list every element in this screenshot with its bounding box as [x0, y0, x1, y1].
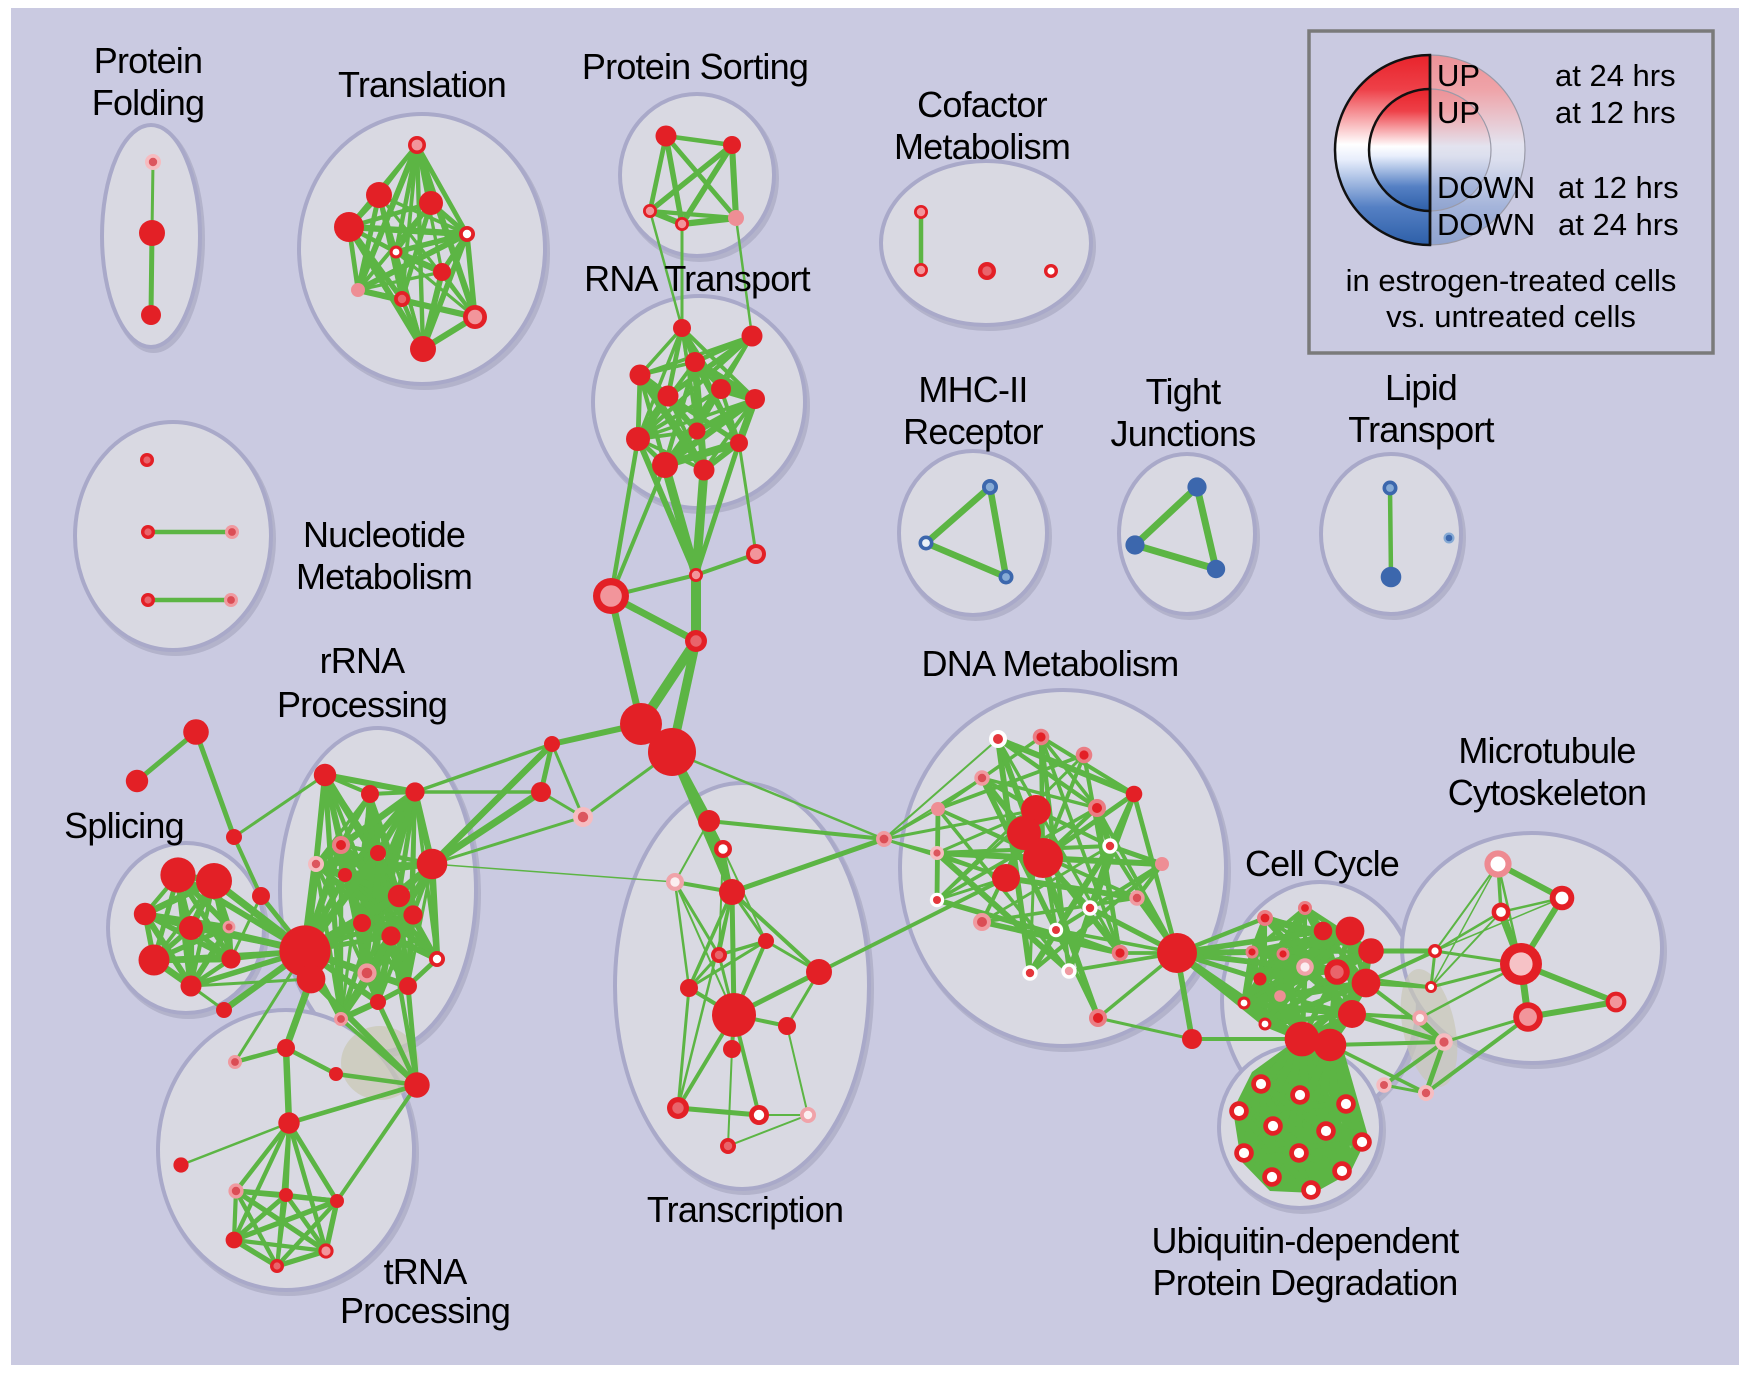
svg-text:MHC-II: MHC-II: [918, 369, 1027, 410]
svg-text:Tight: Tight: [1146, 371, 1221, 412]
svg-text:Processing: Processing: [340, 1290, 510, 1331]
svg-text:rRNA: rRNA: [320, 640, 406, 681]
svg-text:Nucleotide: Nucleotide: [303, 514, 465, 555]
svg-text:Metabolism: Metabolism: [894, 126, 1070, 167]
svg-text:at 12 hrs: at 12 hrs: [1555, 95, 1676, 130]
svg-text:Metabolism: Metabolism: [296, 556, 472, 597]
svg-text:DOWN: DOWN: [1437, 207, 1535, 242]
svg-text:Transport: Transport: [1348, 409, 1494, 450]
svg-text:Protein Sorting: Protein Sorting: [582, 46, 808, 87]
svg-text:Transcription: Transcription: [647, 1189, 843, 1230]
svg-text:in estrogen-treated cells: in estrogen-treated cells: [1346, 263, 1677, 298]
svg-text:at 24 hrs: at 24 hrs: [1558, 207, 1679, 242]
svg-text:Cytoskeleton: Cytoskeleton: [1448, 772, 1647, 813]
svg-text:Junctions: Junctions: [1111, 413, 1256, 454]
svg-text:Ubiquitin-dependent: Ubiquitin-dependent: [1151, 1220, 1459, 1261]
svg-text:DNA Metabolism: DNA Metabolism: [922, 643, 1179, 684]
svg-text:tRNA: tRNA: [384, 1251, 468, 1292]
svg-text:Receptor: Receptor: [903, 411, 1043, 452]
svg-text:vs. untreated cells: vs. untreated cells: [1386, 299, 1636, 334]
svg-text:RNA Transport: RNA Transport: [584, 258, 810, 299]
svg-text:Microtubule: Microtubule: [1458, 730, 1635, 771]
svg-text:Splicing: Splicing: [64, 805, 184, 846]
svg-text:Cofactor: Cofactor: [917, 84, 1047, 125]
svg-text:at 24 hrs: at 24 hrs: [1555, 58, 1676, 93]
svg-text:Lipid: Lipid: [1385, 367, 1457, 408]
svg-text:Translation: Translation: [338, 64, 506, 105]
svg-text:Protein: Protein: [94, 40, 202, 81]
svg-text:Protein Degradation: Protein Degradation: [1152, 1262, 1457, 1303]
svg-text:UP: UP: [1437, 58, 1480, 93]
svg-text:at 12 hrs: at 12 hrs: [1558, 170, 1679, 205]
svg-text:DOWN: DOWN: [1437, 170, 1535, 205]
svg-text:UP: UP: [1437, 95, 1480, 130]
svg-text:Folding: Folding: [92, 82, 204, 123]
svg-text:Cell Cycle: Cell Cycle: [1245, 843, 1399, 884]
svg-text:Processing: Processing: [277, 684, 447, 725]
